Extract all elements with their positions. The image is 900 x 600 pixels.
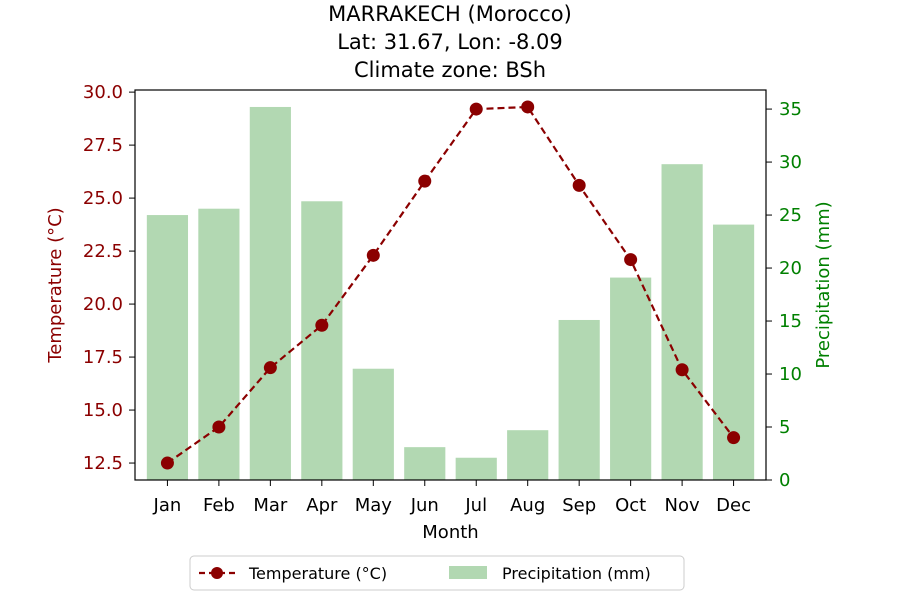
y-axis-right-title: Precipitation (mm) xyxy=(813,201,834,368)
precipitation-bar-feb xyxy=(198,208,240,480)
temperature-point-oct xyxy=(624,253,638,267)
x-tick-label-oct: Oct xyxy=(615,495,646,516)
temperature-point-feb xyxy=(212,420,226,434)
legend-temperature-marker xyxy=(211,567,223,579)
y-left-tick-label: 30.0 xyxy=(83,82,123,103)
temperature-point-dec xyxy=(727,431,741,445)
y-axis-left-title: Temperature (°C) xyxy=(45,207,66,363)
precipitation-bar-jun xyxy=(404,447,446,480)
title-line-1: MARRAKECH (Morocco) xyxy=(328,2,572,26)
y-left-tick-label: 27.5 xyxy=(83,135,123,156)
temperature-point-may xyxy=(366,248,380,262)
legend: Temperature (°C) Precipitation (mm) xyxy=(189,555,685,591)
legend-temperature-label: Temperature (°C) xyxy=(248,564,387,583)
y-right-tick-label: 0 xyxy=(779,470,790,491)
x-tick-label-aug: Aug xyxy=(510,495,545,516)
x-tick-label-dec: Dec xyxy=(716,495,751,516)
temperature-point-jan xyxy=(160,456,174,470)
y-right-tick-label: 35 xyxy=(779,99,802,120)
x-axis-title: Month xyxy=(422,522,478,543)
temperature-point-mar xyxy=(263,361,277,375)
precipitation-bar-sep xyxy=(558,319,600,480)
temperature-point-nov xyxy=(675,363,689,377)
legend-box xyxy=(189,555,685,591)
precipitation-bar-aug xyxy=(507,430,549,480)
precipitation-bar-apr xyxy=(301,201,343,481)
y-left-tick-label: 20.0 xyxy=(83,294,123,315)
precipitation-bar-mar xyxy=(249,106,291,481)
x-tick-label-jan: Jan xyxy=(153,495,182,516)
x-tick-label-sep: Sep xyxy=(562,495,596,516)
temperature-point-aug xyxy=(521,100,535,114)
x-tick-label-nov: Nov xyxy=(665,495,700,516)
y-right-tick-label: 20 xyxy=(779,258,802,279)
precipitation-bar-nov xyxy=(661,164,703,480)
y-left-tick-label: 17.5 xyxy=(83,347,123,368)
x-tick-label-jun: Jun xyxy=(410,495,439,516)
x-tick-label-mar: Mar xyxy=(253,495,288,516)
y-right-tick-label: 10 xyxy=(779,364,802,385)
plot-frame xyxy=(134,89,767,481)
x-tick-label-may: May xyxy=(355,495,393,516)
x-tick-label-apr: Apr xyxy=(306,495,338,516)
precipitation-bar-jul xyxy=(455,457,497,480)
y-right-tick-label: 30 xyxy=(779,152,802,173)
y-axis-right: 0 5 10 15 20 25 30 35 xyxy=(766,99,802,491)
y-left-tick-label: 25.0 xyxy=(83,188,123,209)
temperature-point-sep xyxy=(572,178,586,192)
y-right-tick-label: 25 xyxy=(779,205,802,226)
y-left-tick-label: 22.5 xyxy=(83,241,123,262)
precipitation-bar-oct xyxy=(610,277,652,480)
temperature-line xyxy=(166,105,735,464)
title-line-3: Climate zone: BSh xyxy=(354,58,546,82)
chart-title: MARRAKECH (Morocco) Lat: 31.67, Lon: -8.… xyxy=(328,2,572,82)
precipitation-bars xyxy=(146,106,755,481)
legend-precipitation-swatch xyxy=(449,566,487,579)
x-tick-label-jul: Jul xyxy=(464,495,487,516)
y-axis-left: 12.5 15.0 17.5 20.0 22.5 25.0 27.5 30.0 xyxy=(83,82,135,474)
x-tick-label-feb: Feb xyxy=(203,495,235,516)
precipitation-bar-may xyxy=(352,368,394,480)
temperature-point-jul xyxy=(469,102,483,116)
precipitation-bar-jan xyxy=(146,215,189,480)
y-right-tick-label: 15 xyxy=(779,311,802,332)
y-right-tick-label: 5 xyxy=(779,417,790,438)
title-line-2: Lat: 31.67, Lon: -8.09 xyxy=(337,30,563,54)
temperature-point-apr xyxy=(315,318,329,332)
temperature-point-jun xyxy=(418,174,432,188)
y-left-tick-label: 15.0 xyxy=(83,400,123,421)
temperature-line-layer xyxy=(160,100,741,470)
legend-precipitation-label: Precipitation (mm) xyxy=(502,564,651,583)
x-axis: Jan Feb Mar Apr May Jun Jul Aug Sep Oct Nov Dec xyxy=(153,480,751,516)
y-left-tick-label: 12.5 xyxy=(83,453,123,474)
